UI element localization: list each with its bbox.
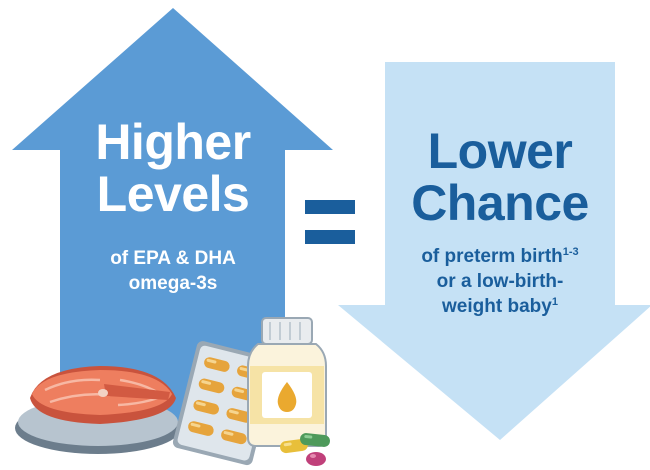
headline-line: Levels bbox=[96, 166, 250, 222]
reference-superscript: 1 bbox=[551, 296, 558, 308]
subtext-line: omega-3s bbox=[128, 273, 218, 294]
omega-3-subtext: of EPA & DHA omega-3s bbox=[60, 246, 286, 296]
subtext-line: weight baby1 bbox=[385, 294, 615, 319]
loose-capsules-icon bbox=[280, 433, 330, 466]
subtext-text: weight baby bbox=[442, 296, 552, 317]
lower-chance-headline: Lower Chance bbox=[385, 125, 615, 229]
down-arrow-icon bbox=[338, 62, 650, 440]
headline-line: Lower bbox=[427, 123, 573, 179]
subtext-text: of preterm birth bbox=[421, 246, 563, 267]
up-arrow-icon bbox=[12, 8, 333, 430]
higher-levels-headline: Higher Levels bbox=[60, 116, 286, 220]
subtext-line: of preterm birth1-3 bbox=[385, 244, 615, 269]
reference-superscript: 1-3 bbox=[562, 246, 579, 258]
outcome-subtext: of preterm birth1-3 or a low-birth- weig… bbox=[385, 244, 615, 319]
supplement-bottle-icon bbox=[247, 317, 327, 447]
headline-line: Chance bbox=[411, 175, 589, 231]
equals-sign-icon bbox=[305, 200, 355, 244]
subtext-line: of EPA & DHA bbox=[110, 248, 236, 269]
headline-line: Higher bbox=[95, 114, 251, 170]
subtext-line: or a low-birth- bbox=[436, 271, 564, 292]
salmon-steak-icon bbox=[15, 366, 181, 454]
